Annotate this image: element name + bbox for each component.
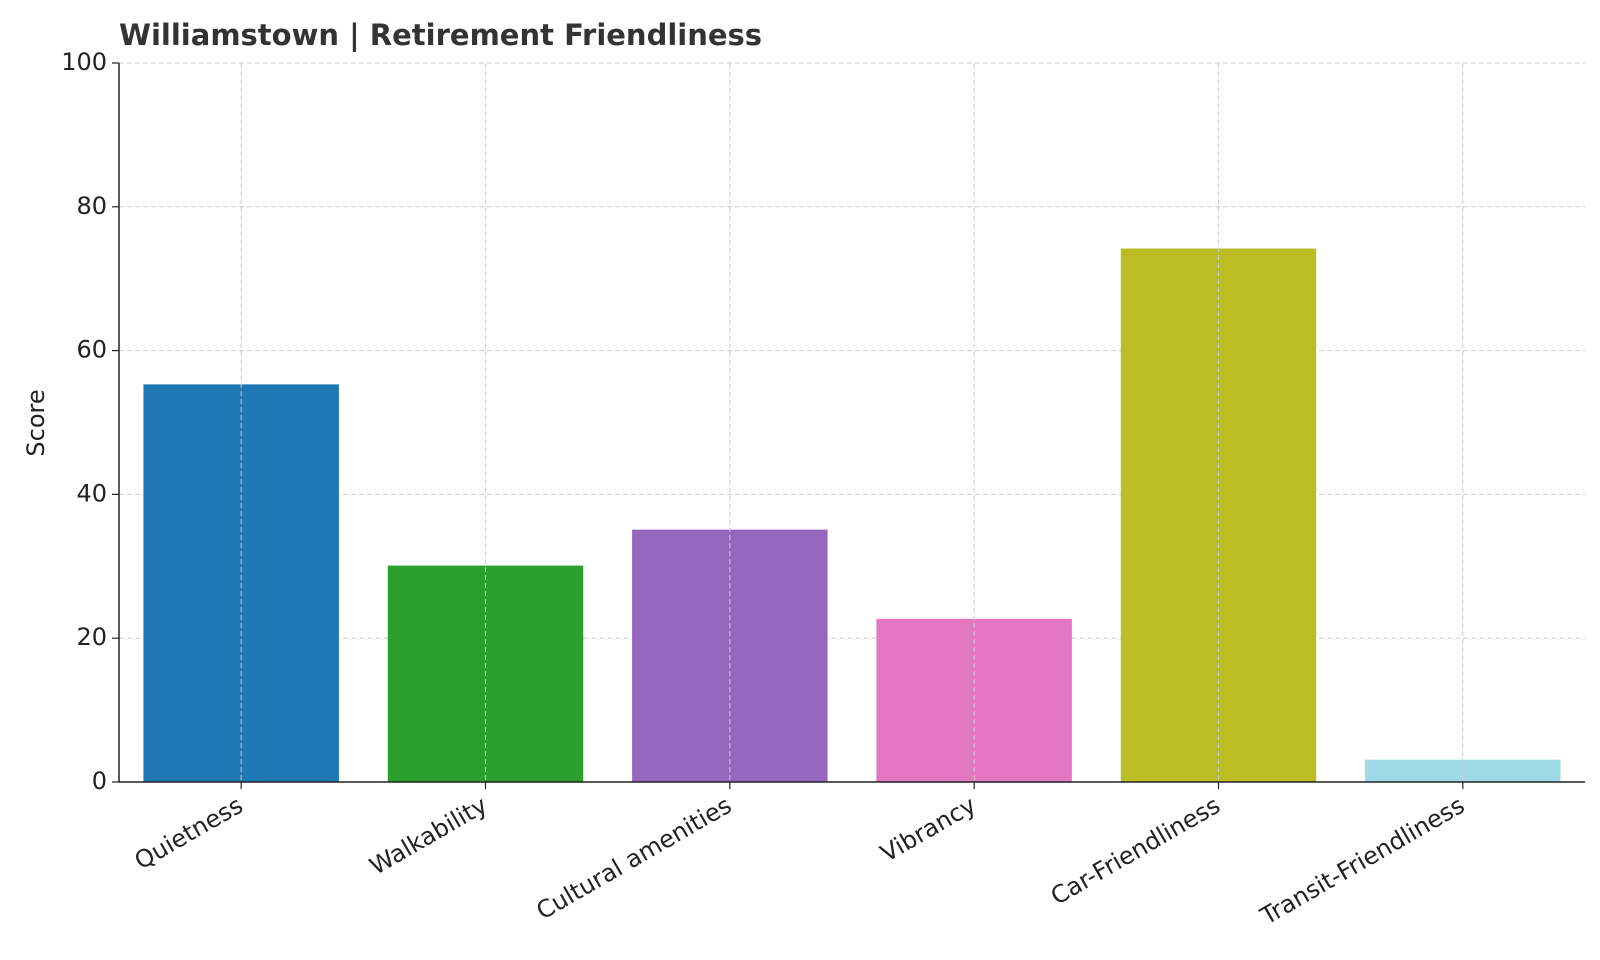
chart-title: Williamstown | Retirement Friendliness <box>119 18 762 52</box>
x-tick-label: Transit-Friendliness <box>1255 791 1469 931</box>
y-tick-label: 20 <box>76 623 107 651</box>
x-tick-label: Walkability <box>365 791 492 881</box>
y-tick-label: 60 <box>76 336 107 364</box>
y-tick-label: 0 <box>92 767 107 795</box>
y-tick-label: 100 <box>61 48 107 76</box>
x-tick-label: Car-Friendliness <box>1046 791 1225 911</box>
x-tick-label: Cultural amenities <box>532 791 737 925</box>
y-tick-label: 80 <box>76 192 107 220</box>
x-tick-label: Quietness <box>130 791 248 875</box>
x-tick-label: Vibrancy <box>876 791 981 868</box>
y-tick-label: 40 <box>76 479 107 507</box>
y-axis-label: Score <box>22 389 50 456</box>
